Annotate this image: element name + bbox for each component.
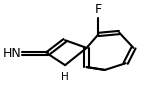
Text: HN: HN	[3, 47, 21, 60]
Text: H: H	[61, 72, 69, 82]
Text: F: F	[95, 3, 102, 16]
